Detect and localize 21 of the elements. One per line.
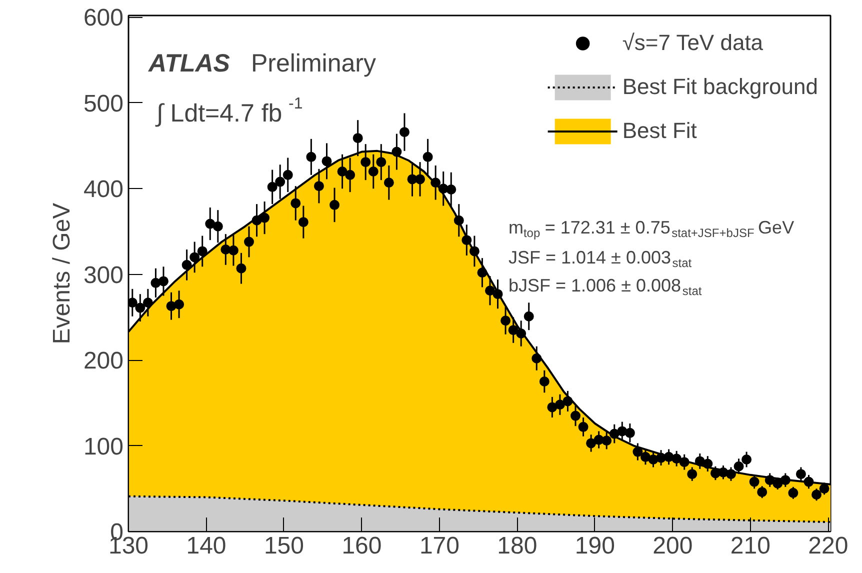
x-tick-label: 160 [342, 532, 382, 560]
annotation: ATLAS Preliminary [148, 50, 376, 78]
x-tick-label: 150 [264, 532, 304, 560]
x-tick-label: 210 [730, 532, 770, 560]
y-axis-title: Events / GeV [48, 202, 76, 344]
y-tick-label: 500 [83, 90, 124, 118]
y-tick-label: 100 [83, 433, 124, 460]
x-tick-label: 190 [574, 532, 615, 560]
y-tick-label: 200 [83, 348, 124, 375]
x-tick-label: 180 [497, 532, 538, 560]
y-tick-label: 600 [83, 4, 124, 32]
annotation: ∫ Ldt=4.7 fb-1 [154, 95, 303, 128]
x-tick-label: 170 [419, 532, 460, 560]
y-tick-label: 300 [83, 262, 124, 289]
legend-label: √s=7 TeV data [622, 30, 764, 56]
x-tick-label: 140 [186, 532, 226, 560]
x-tick-label: 220 [808, 532, 848, 560]
legend-label: Best Fit [622, 118, 697, 144]
legend-label: Best Fit background [622, 74, 818, 100]
y-tick-label: 400 [83, 176, 124, 204]
x-tick-label: 200 [652, 532, 693, 560]
